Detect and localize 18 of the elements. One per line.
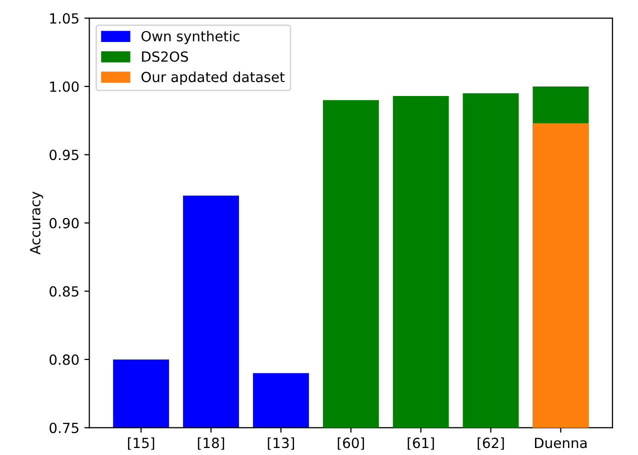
- legend-label: Own synthetic: [141, 30, 240, 44]
- x-tick-label: [62]: [478, 437, 504, 450]
- y-axis-title: Accuracy: [30, 192, 44, 255]
- y-tick-label: 0.85: [50, 286, 78, 297]
- y-tick-label: 0.80: [50, 354, 79, 365]
- x-tick-label: [15]: [128, 437, 154, 450]
- y-tick-label: 0.95: [50, 150, 78, 160]
- legend-label: DS2OS: [142, 51, 188, 62]
- y-tick-label: 0.75: [50, 422, 78, 434]
- legend-label: Our apdated dataset: [141, 71, 285, 85]
- x-tick-label: [60]: [338, 437, 364, 450]
- x-tick-label: [18]: [198, 437, 224, 450]
- y-tick-label: 1.00: [50, 81, 79, 92]
- x-tick-label: [13]: [268, 437, 294, 450]
- x-tick-label: Duenna: [535, 438, 587, 448]
- y-tick-label: 0.90: [50, 218, 79, 228]
- x-tick-label: [61]: [408, 437, 434, 450]
- y-tick-label: 1.05: [50, 13, 78, 24]
